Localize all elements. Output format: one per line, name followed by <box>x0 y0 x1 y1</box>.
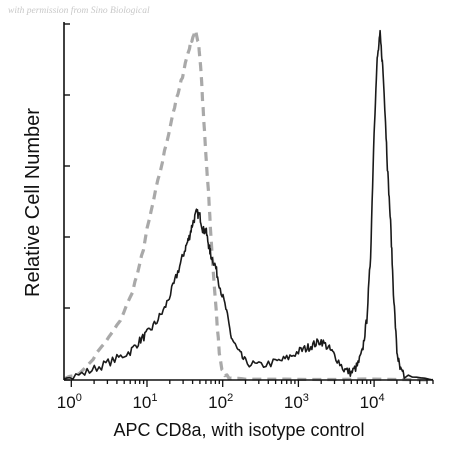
x-tick-label-layer: 100 101 102 103 104 <box>57 392 385 412</box>
x-tick-label: 104 <box>360 392 385 412</box>
x-tick-label-base: 10 <box>132 393 151 412</box>
x-tick-label-base: 10 <box>208 393 227 412</box>
y-axis-label: Relative Cell Number <box>22 107 44 297</box>
x-tick-label: 100 <box>57 392 82 412</box>
x-tick-label-exponent: 4 <box>378 392 384 404</box>
x-tick-label-base: 10 <box>360 393 379 412</box>
x-tick-layer <box>70 380 434 387</box>
x-axis-label: APC CD8a, with isotype control <box>113 420 365 440</box>
series-layer <box>63 28 434 382</box>
x-tick-label: 102 <box>208 392 233 412</box>
x-tick-label-base: 10 <box>57 393 76 412</box>
isotype-control-histogram <box>63 28 434 382</box>
x-tick-label-base: 10 <box>284 393 303 412</box>
x-tick-label-exponent: 2 <box>227 392 233 404</box>
x-tick-label-exponent: 3 <box>303 392 309 404</box>
axes-layer <box>63 22 433 381</box>
cd8a-stained-histogram <box>63 29 434 381</box>
x-tick-label-exponent: 0 <box>76 392 82 404</box>
x-tick-label: 103 <box>284 392 309 412</box>
watermark-text: with permission from Sino Biological <box>8 6 150 16</box>
x-tick-label-exponent: 1 <box>151 392 157 404</box>
x-tick-label: 101 <box>132 392 157 412</box>
